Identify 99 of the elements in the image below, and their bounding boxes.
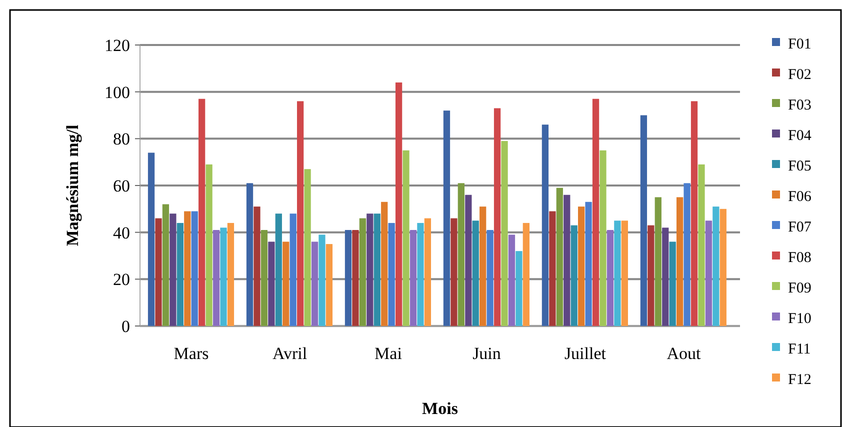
bar (450, 218, 458, 326)
y-axis-title: Magnésium mg/l (63, 124, 82, 246)
bar (220, 228, 227, 326)
bar (344, 230, 352, 326)
bar (684, 183, 690, 326)
x-tick-label: Aout (666, 344, 701, 363)
bar (720, 208, 726, 326)
bar (508, 234, 516, 326)
legend-label: F04 (788, 128, 812, 144)
x-tick-label: Mai (374, 344, 402, 363)
bar (246, 183, 254, 326)
bar (600, 150, 606, 326)
bar (494, 108, 501, 326)
legend-label: F09 (788, 280, 812, 296)
bar (254, 206, 260, 326)
bar (705, 220, 712, 326)
bar (712, 206, 720, 326)
bar (212, 230, 220, 326)
bar (424, 218, 432, 326)
y-tick-label: 100 (104, 82, 130, 102)
x-tick-label: Juillet (564, 344, 606, 363)
x-tick-label: Mars (174, 344, 209, 363)
legend-label: F12 (788, 372, 812, 388)
y-tick-label: 20 (113, 270, 130, 290)
bar (606, 230, 614, 326)
bar (260, 230, 268, 326)
bar (326, 244, 333, 326)
bar (206, 164, 212, 326)
bar (296, 101, 304, 326)
bar (570, 225, 578, 326)
bar (458, 183, 464, 326)
bar (388, 222, 395, 326)
y-tick-label: 80 (113, 130, 130, 149)
bar (640, 115, 648, 326)
bar (162, 204, 170, 326)
bar (381, 202, 388, 326)
bar (268, 242, 275, 326)
legend-label: F07 (788, 219, 812, 236)
bar (170, 214, 176, 326)
bar (443, 110, 450, 326)
bar (402, 150, 410, 326)
bar (549, 211, 556, 326)
legend-label: F08 (788, 250, 812, 266)
bar (275, 214, 282, 326)
bar (472, 220, 479, 326)
bar (621, 220, 628, 326)
legend-label: F10 (788, 310, 812, 327)
bar (184, 211, 191, 326)
bar (690, 101, 698, 326)
bar (318, 234, 326, 326)
bar (648, 225, 654, 326)
bar (311, 242, 318, 326)
y-tick-label: 60 (113, 176, 130, 196)
bar (669, 242, 676, 326)
bar (564, 194, 570, 326)
bar (556, 188, 563, 326)
y-tick-label: 120 (104, 36, 130, 55)
bar (522, 222, 530, 326)
bar (198, 98, 206, 326)
bar (542, 124, 549, 326)
bar (417, 222, 424, 326)
bar (155, 218, 162, 326)
bar (578, 206, 585, 326)
bar (395, 82, 402, 326)
bar (465, 194, 472, 326)
bar (585, 202, 592, 326)
bar (486, 230, 494, 326)
bar (304, 169, 311, 326)
bar (698, 164, 705, 326)
bar (501, 141, 508, 326)
bar (480, 206, 486, 326)
bar (410, 230, 417, 326)
bar (516, 251, 522, 326)
legend-label: F11 (788, 341, 811, 358)
bar (148, 152, 155, 326)
bar (592, 98, 600, 326)
y-tick-label: 40 (113, 223, 130, 242)
y-tick-label: 0 (122, 316, 130, 336)
bar (614, 220, 621, 326)
legend-label: F05 (788, 158, 812, 174)
bar (227, 222, 234, 326)
x-axis-title: Mois (422, 399, 458, 418)
bar (359, 218, 366, 326)
x-tick-label: Juin (472, 344, 502, 363)
bar (282, 242, 290, 326)
bar (191, 211, 198, 326)
legend-label: F02 (788, 66, 812, 83)
bar (352, 230, 359, 326)
x-tick-label: Avril (272, 344, 308, 363)
legend-label: F01 (788, 36, 812, 52)
bar (290, 214, 296, 326)
bar (662, 228, 669, 326)
legend-label: F03 (788, 97, 812, 114)
bar (676, 197, 684, 326)
legend-label: F06 (788, 188, 812, 205)
bar (176, 222, 184, 326)
bar (366, 214, 374, 326)
bar (654, 197, 662, 326)
bar (374, 214, 380, 326)
